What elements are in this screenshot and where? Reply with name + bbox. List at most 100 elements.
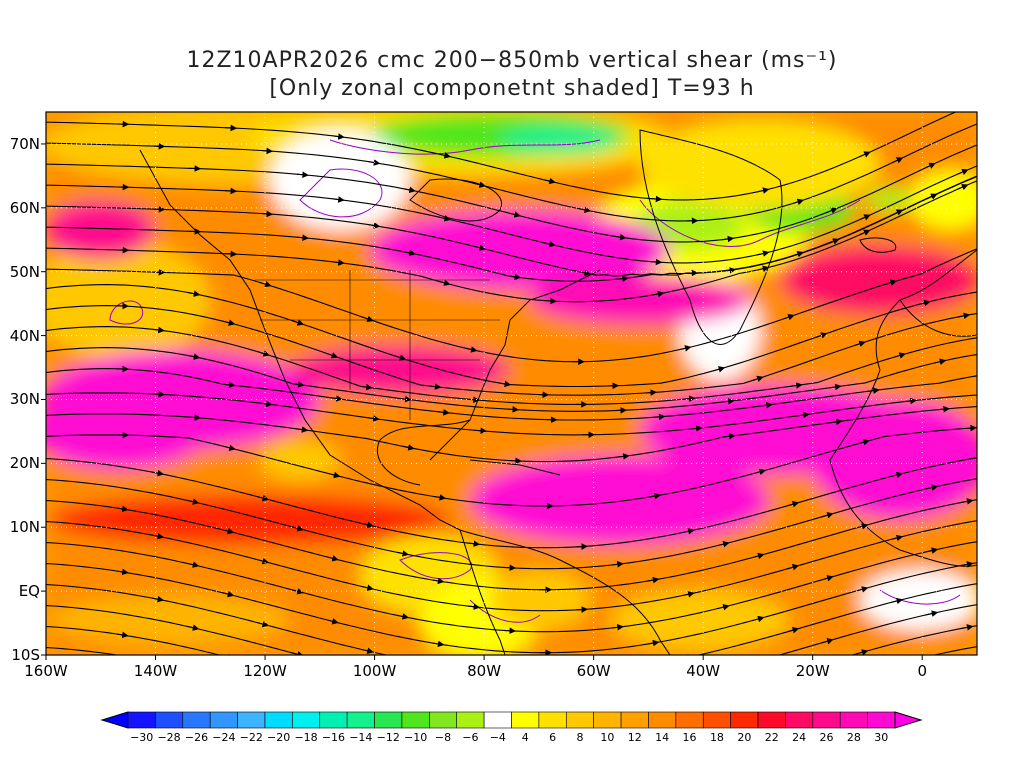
lat-label: 20N	[9, 454, 40, 473]
streamline-arrow	[937, 405, 950, 413]
streamline-arrow	[611, 561, 624, 568]
streamline-arrow	[821, 638, 834, 645]
streamline-arrow	[821, 512, 834, 519]
streamline-arrow	[223, 319, 236, 326]
streamline-arrow	[853, 340, 866, 347]
streamline-arrow	[752, 552, 765, 560]
colorbar-swatch	[346, 711, 375, 729]
colorbar-label: 20	[737, 731, 752, 744]
streamline-arrow	[961, 112, 969, 113]
streamline-arrow	[222, 590, 235, 598]
streamline-arrow	[757, 265, 770, 272]
streamline-arrow	[187, 498, 200, 505]
streamline	[46, 123, 977, 222]
streamline-arrow	[647, 639, 660, 647]
streamline-arrow	[187, 624, 200, 631]
colorbar-label: 6	[549, 731, 557, 744]
streamline-arrow	[396, 550, 410, 557]
streamline-arrow	[543, 240, 556, 248]
streamline-arrow	[396, 613, 410, 620]
streamline-arrow	[986, 242, 994, 245]
streamline-arrow	[974, 375, 977, 377]
streamline-arrow	[648, 492, 662, 500]
streamline-arrow	[575, 606, 588, 613]
colorbar-label: 24	[792, 731, 807, 744]
streamline-arrow	[815, 332, 828, 339]
streamline-arrow	[223, 381, 236, 389]
streamline-arrow	[782, 314, 795, 321]
colorbar-label: −18	[294, 731, 318, 744]
colorbar-swatch	[839, 711, 868, 729]
streamline-arrow	[116, 505, 129, 513]
streamline-arrow	[682, 591, 695, 598]
colorbar-label: −10	[404, 731, 428, 744]
streamline-arrow	[332, 259, 345, 266]
streamline-arrow	[260, 400, 273, 408]
title-line1: 12Z10APR2026 cmc 200−850mb vertical shea…	[186, 48, 838, 73]
colorbar-swatch	[648, 711, 677, 729]
colorbar-swatch	[538, 711, 567, 729]
streamline-arrow	[797, 411, 810, 419]
streamline-arrow	[787, 564, 800, 571]
colorbar-label: 10	[600, 731, 615, 744]
streamline-arrow	[926, 484, 939, 491]
streamline-arrow	[792, 198, 805, 206]
streamline-arrow	[957, 168, 969, 176]
streamline-arrow	[757, 250, 770, 257]
streamline-arrow	[578, 206, 592, 214]
streamline-arrow	[787, 627, 800, 634]
streamline-arrow	[856, 649, 869, 655]
streamline-arrow	[578, 269, 592, 277]
streamline-arrow	[292, 381, 305, 388]
streamline-arrow	[857, 439, 870, 446]
colorbar-swatch	[730, 711, 759, 729]
colorbar-swatch	[264, 711, 293, 729]
streamline-arrow	[687, 654, 695, 655]
colorbar-swatch	[292, 711, 321, 729]
streamline-arrow	[188, 290, 201, 297]
streamline-arrow	[723, 432, 736, 440]
colorbar-swatch	[812, 711, 841, 729]
colorbar-swatch	[127, 711, 156, 729]
streamline-arrow	[360, 383, 373, 391]
streamline-arrow	[957, 312, 971, 320]
streamline-arrow	[891, 471, 904, 479]
zero-contours	[109, 139, 961, 623]
streamline-arrow	[187, 561, 200, 568]
streamline	[46, 326, 977, 405]
streamline-arrow	[152, 326, 165, 334]
streamline-arrow	[291, 525, 304, 532]
streamline-arrow	[151, 532, 165, 540]
streamline-arrow	[885, 279, 898, 286]
colorbar-swatch	[593, 711, 622, 729]
streamline-arrow	[752, 615, 765, 623]
colorbar-max-arrow	[894, 711, 923, 729]
streamline-arrow	[152, 390, 166, 398]
lat-label: EQ	[18, 582, 40, 601]
streamline-arrow	[432, 706, 441, 707]
streamline-arrow	[394, 354, 407, 361]
streamline-arrow	[961, 498, 974, 505]
streamline-arrow	[723, 267, 737, 274]
streamline-arrow	[961, 624, 974, 631]
colorbar-label: −26	[184, 731, 209, 744]
streamline-arrow	[760, 401, 773, 409]
colorbar-swatch	[702, 711, 731, 729]
streamline-arrow	[474, 427, 488, 435]
streamline-arrow	[859, 229, 871, 236]
colorbar-label: 12	[627, 731, 642, 744]
streamline-arrow	[575, 543, 588, 550]
colorbar-label: −6	[462, 731, 479, 744]
streamline-arrow	[964, 424, 977, 432]
colorbar-swatch	[675, 711, 704, 729]
streamlines	[46, 112, 994, 707]
colorbar-label: 28	[846, 731, 861, 744]
streamline-arrow	[787, 692, 796, 695]
streamline-arrow	[856, 523, 869, 530]
streamline-arrow	[926, 547, 939, 554]
streamline-arrow	[402, 444, 415, 451]
streamline-arrow	[647, 576, 660, 584]
lon-label: 0	[917, 662, 927, 680]
streamline-arrow	[227, 653, 235, 655]
streamline	[46, 305, 977, 396]
